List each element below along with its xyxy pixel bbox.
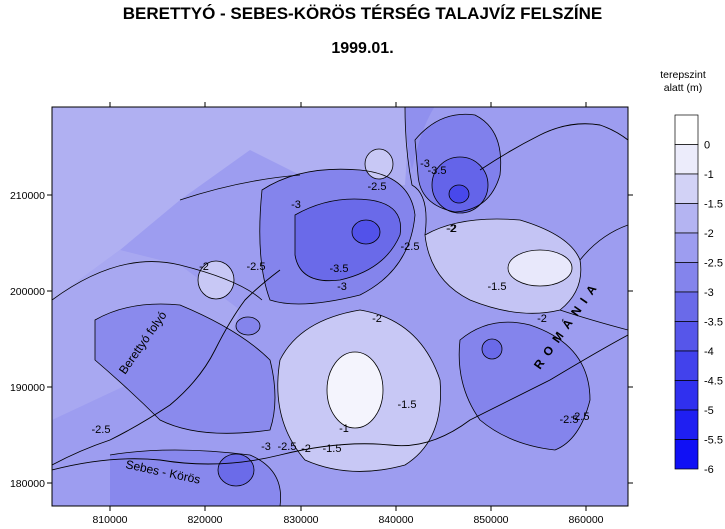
legend-label: -3: [704, 287, 714, 299]
contour-label: -1.5: [488, 281, 507, 293]
zone-east-minus15: [425, 219, 581, 314]
legend-label: -5.5: [704, 435, 723, 447]
contour-label: -2.5: [247, 261, 266, 273]
contour-label-group: -3-2.5-2-3.5-2.5-3-2 -2.5-3.5-3-2-1.5-2 -2…: [92, 158, 590, 455]
legend-title-line2: alatt (m): [663, 82, 703, 94]
contour-label: -3: [337, 281, 347, 293]
map-subtitle: 1999.01.: [331, 40, 394, 57]
legend-swatch: [674, 262, 699, 293]
legend-swatch: [674, 291, 699, 322]
river-sebes-koros: [52, 334, 628, 471]
legend-label: -6: [704, 464, 714, 476]
zone-east-minus1: [508, 250, 572, 286]
contour-label: -1.5: [323, 443, 342, 455]
x-tick-label: 810000: [92, 514, 127, 526]
legend-swatch: [674, 380, 699, 411]
legend-swatch: [674, 173, 699, 204]
zone-minus2-north: [52, 107, 410, 300]
contour-label: -2.5: [560, 414, 579, 426]
zone-center-minus4: [352, 220, 380, 244]
contour-label: -2: [447, 223, 457, 235]
contour-label: -1.5: [398, 399, 417, 411]
contour-label: -3.5: [428, 165, 447, 177]
contour-label: -2.5: [92, 424, 111, 436]
y-tick-label: 200000: [10, 286, 45, 298]
contour-label: -2: [537, 313, 547, 325]
legend-label: -1: [704, 169, 714, 181]
contour-label: -2: [301, 443, 311, 455]
blob-dark-small: [236, 317, 260, 335]
legend-swatch: [674, 321, 699, 352]
zone-se-minus35: [482, 339, 502, 359]
legend-label: -4: [704, 346, 714, 358]
legend-swatch: [674, 439, 699, 470]
rivers: [52, 123, 628, 471]
contour-label: -3: [420, 158, 430, 170]
legend-label: -4.5: [704, 376, 723, 388]
border-north: [479, 123, 628, 171]
contour-label: -2.5: [368, 181, 387, 193]
contour-label: -2: [446, 223, 456, 235]
contour-label: -1: [339, 423, 349, 435]
legend-label: 0: [704, 140, 710, 152]
legend-swatch: [674, 203, 699, 234]
legend-label: -2.5: [704, 258, 723, 270]
map-frame: [51, 106, 629, 507]
x-tick-label: 860000: [568, 514, 603, 526]
x-tick-label: 840000: [378, 514, 413, 526]
x-tick-label: 830000: [283, 514, 318, 526]
legend-swatch: [674, 114, 699, 145]
zone-north-edge: [405, 107, 435, 170]
contour-label: -2.5: [401, 241, 420, 253]
legend-label: -3.5: [704, 317, 723, 329]
y-tick-label: 210000: [10, 190, 45, 202]
contour-label: -2.5: [278, 441, 297, 453]
x-axis: 810000 820000 830000 840000 850000 860000: [92, 102, 604, 526]
contour-label: -2: [372, 313, 382, 325]
zone-sw-minus3: [95, 304, 275, 434]
legend-swatch: [674, 409, 699, 440]
zone-ne-minus4: [449, 185, 469, 203]
contour-lines: [52, 107, 628, 506]
y-tick-label: 180000: [10, 478, 45, 490]
contour-label: -2: [199, 261, 209, 273]
x-tick-label: 850000: [473, 514, 508, 526]
legend-swatch: [674, 350, 699, 381]
contour-label: -3: [261, 441, 271, 453]
legend: 0 -1 -1.5 -2 -2.5 -3 -3.5 -4 -4.5 -5 -5.5 -6: [674, 114, 723, 476]
zone-center-minus35: [295, 199, 401, 281]
zone-south-minus1: [327, 352, 383, 428]
contour-label: -2.5: [571, 411, 590, 423]
river-berettyo: [52, 269, 281, 466]
legend-title: terepszint alatt (m): [648, 69, 718, 95]
contour-label: -3: [291, 199, 301, 211]
contour-field: [52, 107, 628, 506]
y-axis: 180000 190000 200000 210000: [10, 190, 633, 490]
legend-swatch: [674, 232, 699, 263]
blob-west: [198, 261, 234, 299]
legend-label: -5: [704, 405, 714, 417]
x-tick-label: 820000: [187, 514, 222, 526]
legend-swatch: [674, 144, 699, 175]
y-tick-label: 190000: [10, 382, 45, 394]
legend-label: -2: [704, 228, 714, 240]
contour-label: -3.5: [330, 263, 349, 275]
map-title: BERETTYÓ - SEBES-KÖRÖS TÉRSÉG TALAJVÍZ F…: [122, 4, 603, 23]
legend-title-line1: terepszint: [660, 69, 706, 81]
legend-label: -1.5: [704, 199, 723, 211]
